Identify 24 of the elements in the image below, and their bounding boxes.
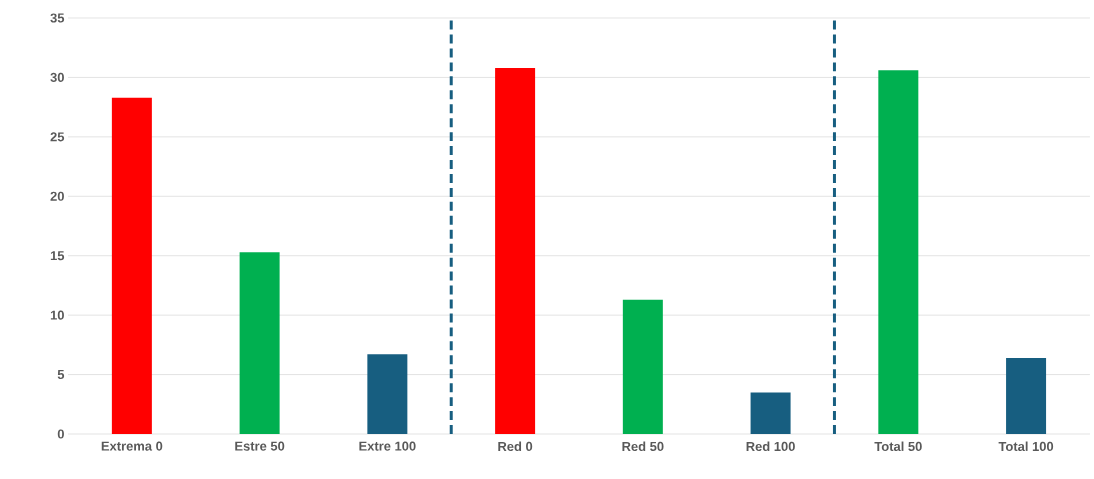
bar xyxy=(622,299,663,434)
bar xyxy=(239,252,280,434)
x-tick-label: Total 100 xyxy=(998,441,1054,452)
x-tick-label: Estre 50 xyxy=(235,441,285,451)
y-tick-label: 5 xyxy=(57,370,65,380)
x-tick-label: Red 0 xyxy=(498,441,533,452)
y-tick-label: 35 xyxy=(50,13,65,23)
x-tick-label: Red 100 xyxy=(746,441,795,452)
bar xyxy=(367,354,408,434)
bar xyxy=(111,97,152,434)
y-tick-label: 0 xyxy=(57,429,64,439)
y-tick-label: 15 xyxy=(50,251,65,261)
y-tick-label: 20 xyxy=(50,191,64,201)
x-tick-label: Extrema 0 xyxy=(101,441,163,451)
bar xyxy=(878,70,919,434)
y-tick-label: 25 xyxy=(50,132,65,142)
bar xyxy=(1006,357,1047,434)
y-tick-label: 10 xyxy=(50,310,64,320)
bar xyxy=(750,392,791,434)
x-tick-label: Red 50 xyxy=(622,441,664,452)
x-tick-label: Extre 100 xyxy=(359,441,416,451)
bar xyxy=(495,67,536,434)
y-tick-label: 30 xyxy=(50,72,64,83)
x-tick-label: Total 50 xyxy=(874,441,922,452)
